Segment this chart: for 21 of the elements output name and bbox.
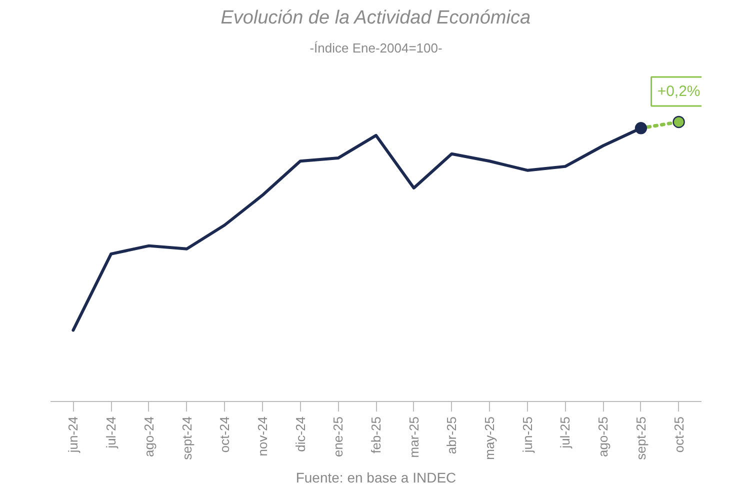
x-tick-label: oct-25 [671,416,686,453]
x-tick-label: jun-25 [520,416,535,454]
x-tick-label: mar-25 [406,416,422,458]
x-tick-label: jul-24 [104,416,119,450]
x-tick-label: may-25 [482,416,498,460]
x-tick-label: dic-24 [292,416,308,452]
x-tick-label: jun-24 [66,416,81,454]
x-tick-label: oct-24 [217,416,232,453]
x-tick-label: abr-25 [444,416,460,454]
x-tick-label: feb-25 [368,416,384,454]
x-tick-label: ago-25 [596,416,611,457]
x-tick-label: nov-24 [254,416,270,456]
chart-title: Evolución de la Actividad Económica [220,8,531,28]
chart-subtitle: -Índice Ene-2004=100- [310,40,442,56]
x-tick-label: jul-25 [558,416,573,450]
x-tick-label: sept-24 [179,416,194,460]
x-tick-label: ene-25 [330,416,346,457]
annotation: +0,2% [657,82,700,100]
x-tick-label: sept-25 [633,416,648,460]
x-tick-label: ago-24 [141,416,156,457]
source-note: Fuente: en base a INDEC [296,470,456,486]
